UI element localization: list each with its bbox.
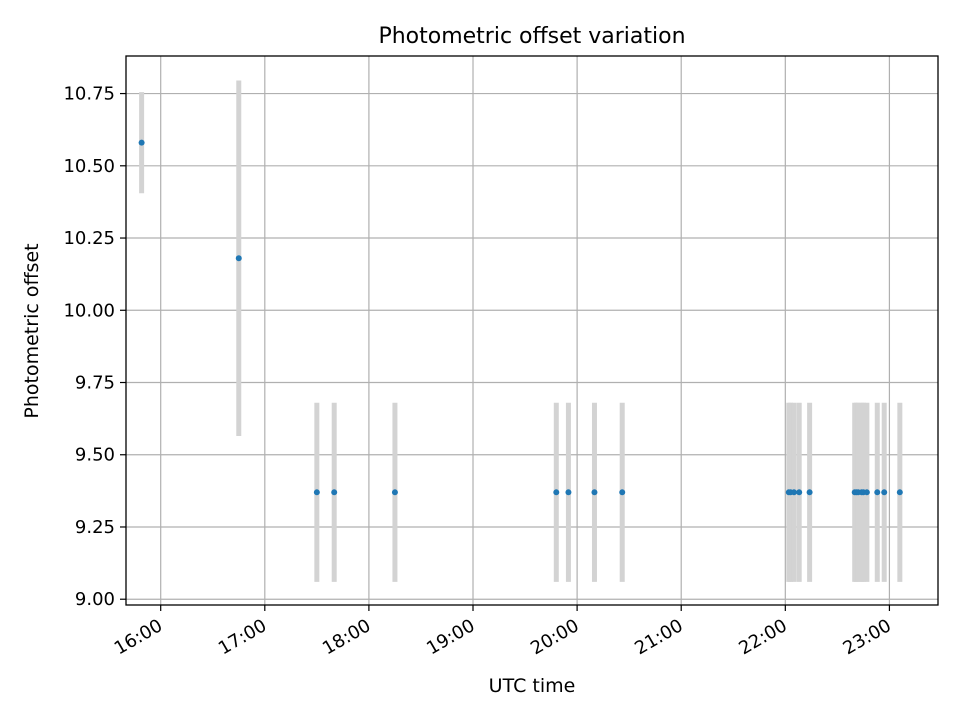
plot-frame	[125, 55, 939, 606]
x-tick-label: 21:00	[631, 615, 686, 659]
data-point	[591, 489, 598, 496]
y-axis-label: Photometric offset	[21, 243, 43, 418]
x-tick-label: 22:00	[735, 615, 790, 659]
y-tick-label: 9.25	[75, 517, 115, 538]
data-point	[896, 489, 903, 496]
x-tick-label: 16:00	[111, 615, 166, 659]
y-tick-label: 10.50	[63, 156, 115, 177]
y-tick-label: 10.00	[63, 300, 115, 321]
x-axis-ticks: 16:00 17:00 18:00 19:00 20:00 21:00 22:00 23:00	[111, 605, 895, 659]
data-point	[874, 489, 881, 496]
data-point	[331, 489, 338, 496]
y-tick-label: 10.25	[63, 228, 115, 249]
x-tick-label: 19:00	[423, 615, 478, 659]
x-tick-label: 20:00	[527, 615, 582, 659]
y-tick-label: 10.75	[63, 84, 115, 105]
data-point	[565, 489, 572, 496]
data-point	[796, 489, 803, 496]
data-point	[790, 489, 797, 496]
data-point	[619, 489, 626, 496]
data-point	[391, 489, 398, 496]
data-point	[881, 489, 888, 496]
chart-title: Photometric offset variation	[378, 24, 685, 49]
data-point	[138, 139, 145, 146]
x-tick-label: 18:00	[319, 615, 374, 659]
error-bars	[139, 80, 903, 582]
data-point	[553, 489, 560, 496]
y-tick-label: 9.00	[75, 589, 115, 610]
data-point	[806, 489, 813, 496]
x-tick-label: 23:00	[839, 615, 894, 659]
y-axis-ticks: 9.00 9.25 9.50 9.75 10.00 10.25 10.50 10.75	[63, 84, 126, 610]
grid-lines	[126, 56, 938, 605]
data-point	[313, 489, 320, 496]
y-tick-label: 9.50	[75, 445, 115, 466]
data-point	[863, 489, 870, 496]
data-points	[138, 139, 903, 496]
x-tick-label: 17:00	[215, 615, 270, 659]
y-tick-label: 9.75	[75, 373, 115, 394]
data-point	[235, 255, 242, 262]
x-axis-label: UTC time	[489, 675, 576, 697]
